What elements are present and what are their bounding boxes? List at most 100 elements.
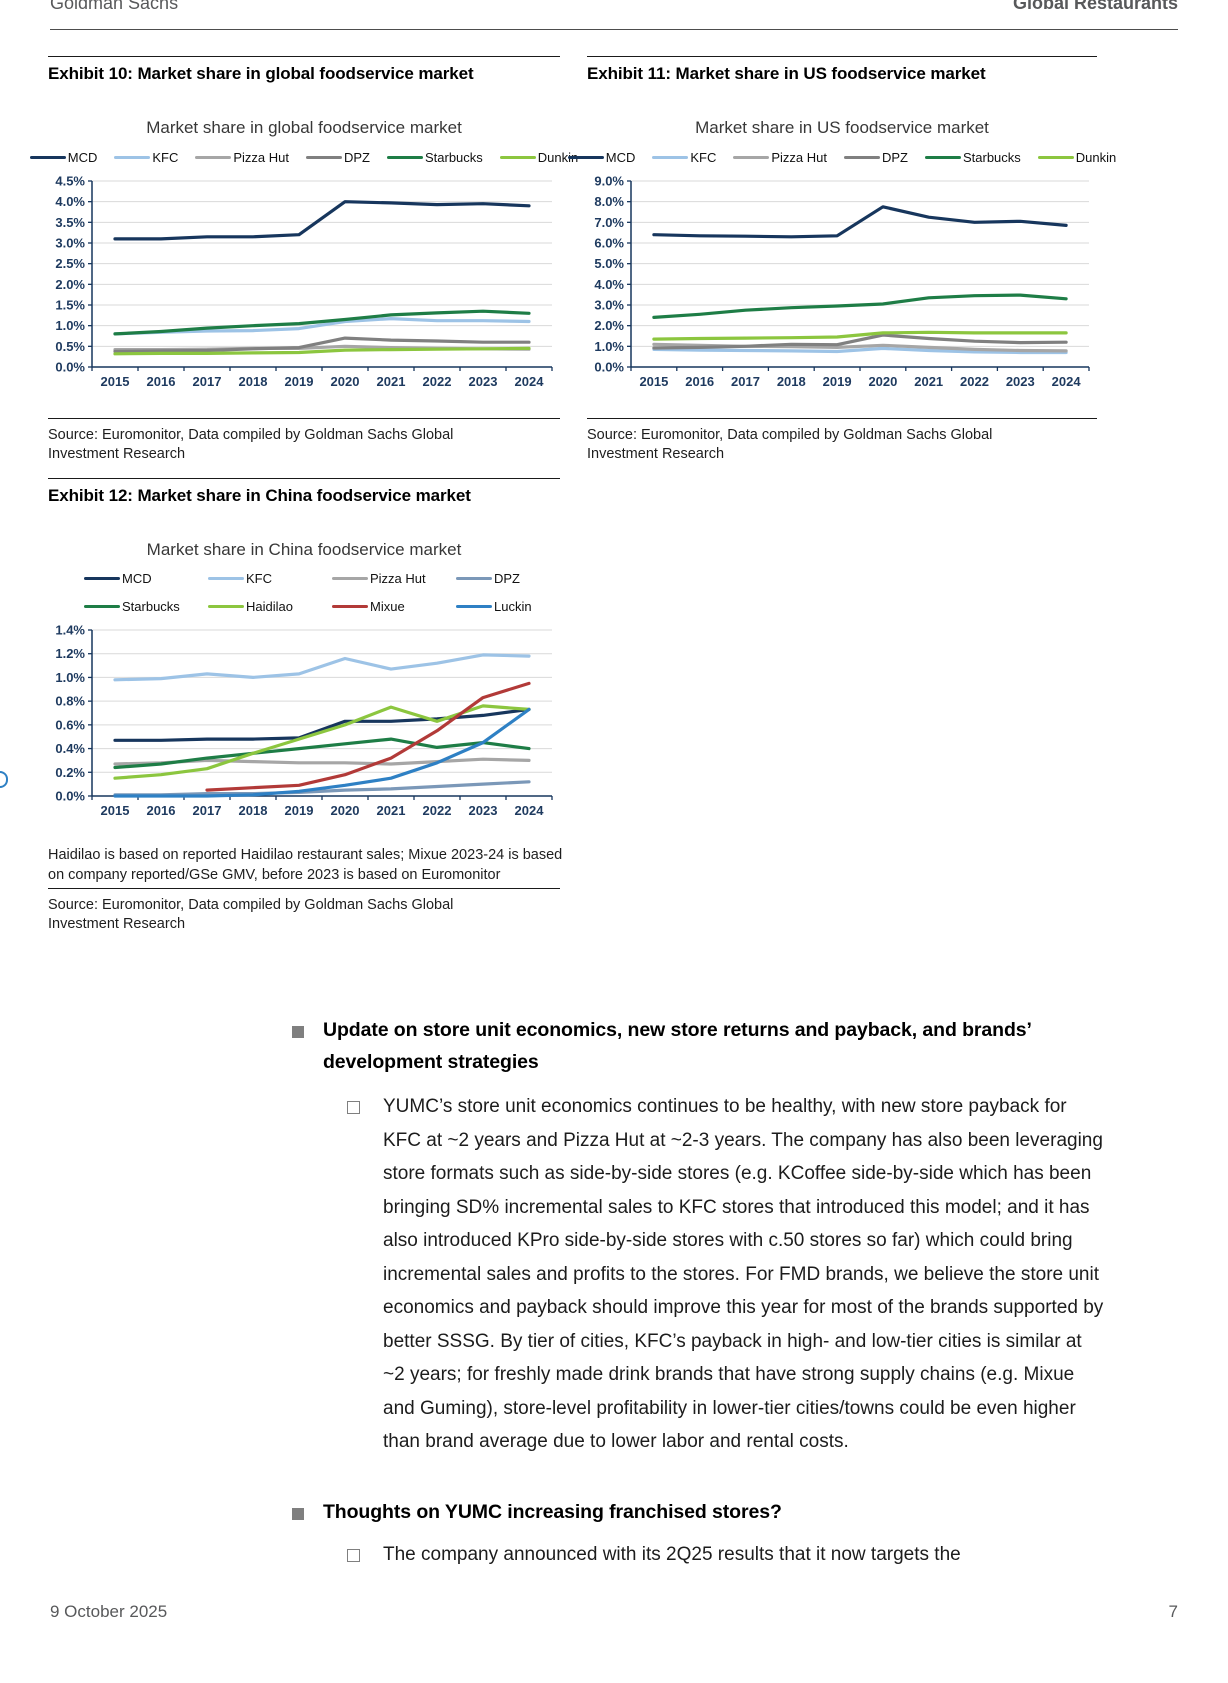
legend-label: Starbucks [424, 150, 483, 165]
svg-text:2017: 2017 [193, 374, 222, 389]
series-line-luckin [113, 707, 531, 798]
svg-text:2022: 2022 [423, 374, 452, 389]
series-line-mixue [205, 681, 531, 792]
legend-swatch [652, 155, 689, 160]
svg-text:2024: 2024 [515, 374, 545, 389]
legend-label: MCD [122, 571, 152, 586]
legend-item-haidilao: Haidilao [208, 599, 332, 614]
svg-text:3.0%: 3.0% [55, 236, 85, 251]
legend-swatch [84, 604, 120, 609]
legend-swatch [84, 576, 120, 581]
svg-text:2016: 2016 [147, 803, 176, 818]
legend-item-dunkin: Dunkin [1037, 150, 1117, 165]
svg-text:2019: 2019 [285, 374, 314, 389]
edge-artifact-icon [0, 771, 8, 788]
svg-text:2016: 2016 [147, 374, 176, 389]
footer-page-number: 7 [1168, 1602, 1178, 1621]
legend-label: Dunkin [537, 150, 579, 165]
series-line-mcd [113, 707, 531, 742]
svg-text:2.5%: 2.5% [55, 256, 85, 271]
svg-text:1.2%: 1.2% [55, 646, 85, 661]
legend-label: Dunkin [1075, 150, 1117, 165]
svg-text:3.5%: 3.5% [55, 215, 85, 230]
exhibit-11-heading: Exhibit 11: Market share in US foodservi… [587, 64, 986, 83]
legend-item-mixue: Mixue [332, 599, 456, 614]
legend-label: DPZ [881, 150, 908, 165]
legend-item-mcd: MCD [29, 150, 97, 165]
legend-swatch [208, 604, 244, 609]
sub-bullet-square-icon [347, 1101, 360, 1114]
svg-text:2018: 2018 [239, 803, 268, 818]
legend-item-dunkin: Dunkin [499, 150, 579, 165]
legend-label: Luckin [494, 599, 532, 614]
legend-item-kfc: KFC [114, 150, 178, 165]
series-line-dpz [113, 336, 531, 353]
svg-text:2.0%: 2.0% [594, 318, 624, 333]
series-line-mcd [652, 205, 1068, 239]
exhibit-12-source: Source: Euromonitor, Data compiled by Go… [48, 897, 454, 932]
bullet-square-icon [292, 1026, 304, 1038]
svg-text:2019: 2019 [823, 374, 852, 389]
legend-label: KFC [246, 571, 272, 586]
legend-swatch [733, 155, 770, 160]
legend-item-starbucks: Starbucks [924, 150, 1021, 165]
legend-item-dpz: DPZ [843, 150, 908, 165]
exhibit-11-source: Source: Euromonitor, Data compiled by Go… [587, 427, 993, 462]
svg-text:2021: 2021 [377, 374, 406, 389]
legend-item-kfc: KFC [208, 571, 332, 586]
bullet-1-text: YUMC’s store unit economics continues to… [383, 1096, 1104, 1452]
svg-text:0.0%: 0.0% [594, 360, 624, 375]
svg-text:0.6%: 0.6% [55, 717, 85, 732]
svg-text:1.0%: 1.0% [55, 670, 85, 685]
svg-text:2023: 2023 [469, 803, 498, 818]
series-line-dpz [113, 780, 531, 797]
legend-item-starbucks: Starbucks [386, 150, 483, 165]
svg-text:1.0%: 1.0% [55, 318, 85, 333]
series-line-starbucks [113, 737, 531, 770]
svg-text:2015: 2015 [101, 803, 130, 818]
svg-text:5.0%: 5.0% [594, 256, 624, 271]
legend-swatch [1037, 155, 1074, 160]
svg-text:2017: 2017 [731, 374, 760, 389]
svg-text:4.5%: 4.5% [55, 174, 85, 189]
legend-item-dpz: DPZ [305, 150, 370, 165]
legend-label: Haidilao [246, 599, 293, 614]
svg-text:0.5%: 0.5% [55, 339, 85, 354]
legend-swatch [924, 155, 961, 160]
bullet-square-icon [292, 1508, 304, 1520]
chart-title: Market share in US foodservice market [695, 118, 989, 137]
bullet-2-text: The company announced with its 2Q25 resu… [383, 1544, 961, 1565]
legend-item-pizza-hut: Pizza Hut [195, 150, 289, 165]
legend-swatch [29, 155, 66, 160]
svg-text:2024: 2024 [515, 803, 545, 818]
series-line-kfc [113, 317, 531, 336]
bullet-1-title: Update on store unit economics, new stor… [323, 1019, 1031, 1073]
svg-text:2015: 2015 [101, 374, 130, 389]
line-chart-svg: 0.0% 0.5% 1.0% 1.5% 2.0% 2.5% 3.0% 3.5% 4.0% 4.5%… [55, 174, 553, 389]
exhibit-12-source-divider [48, 888, 560, 889]
series-line-mcd [113, 200, 531, 241]
series-line-starbucks [113, 309, 531, 336]
legend-swatch [499, 155, 536, 160]
legend-label: Pizza Hut [370, 571, 426, 586]
sub-bullet-square-icon [347, 1549, 360, 1562]
svg-text:2016: 2016 [685, 374, 714, 389]
legend-item-luckin: Luckin [456, 599, 580, 614]
svg-text:2022: 2022 [960, 374, 989, 389]
svg-text:2023: 2023 [1006, 374, 1035, 389]
svg-text:2022: 2022 [423, 803, 452, 818]
legend-swatch [195, 155, 232, 160]
legend-label: Starbucks [962, 150, 1021, 165]
header-divider [50, 29, 1178, 30]
legend-swatch [208, 576, 244, 581]
line-chart-svg: 0.0% 0.2% 0.4% 0.6% 0.8% 1.0% 1.2% 1.4% 2015 2016… [55, 624, 553, 818]
legend-item-dpz: DPZ [456, 571, 580, 586]
chart-legend: MCD KFC Pizza Hut DPZ Starbucks Haidilao Mixue… [84, 571, 560, 614]
series-line-kfc [113, 653, 531, 682]
exhibit-10-source-divider [48, 418, 560, 419]
svg-text:2020: 2020 [868, 374, 897, 389]
legend-item-mcd: MCD [84, 571, 208, 586]
svg-text:0.8%: 0.8% [55, 694, 85, 709]
legend-label: Pizza Hut [771, 150, 827, 165]
chart-legend: MCD KFC Pizza Hut DPZ Starbucks Dunkin [567, 149, 1116, 166]
